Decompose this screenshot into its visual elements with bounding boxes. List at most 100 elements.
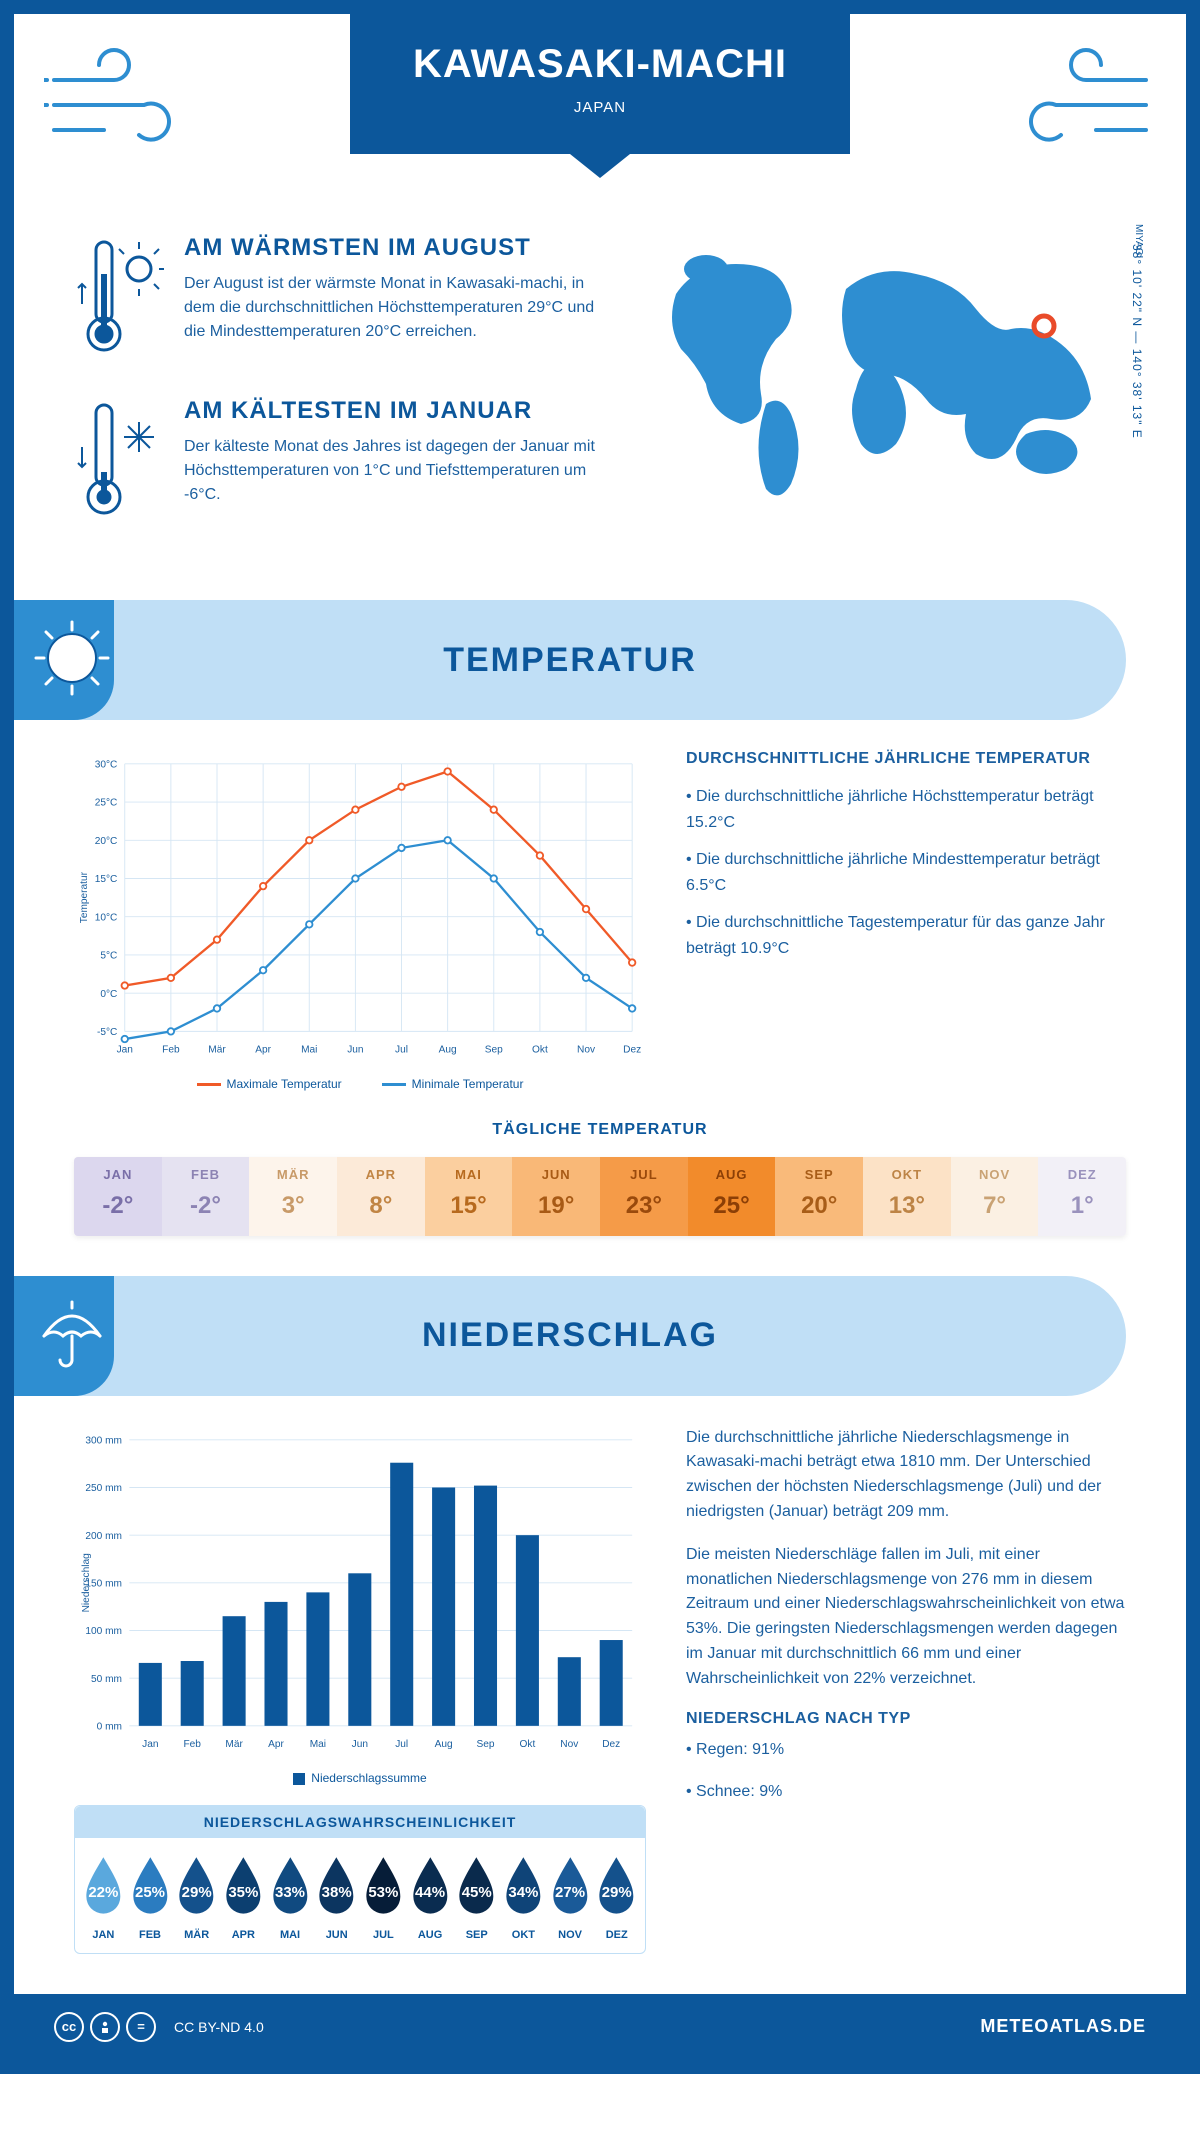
precip-legend: Niederschlagssumme (74, 1771, 646, 1785)
precip-prob-row: 22%JAN25%FEB29%MÄR35%APR33%MAI38%JUN53%J… (75, 1838, 645, 1953)
precip-left-column: 0 mm50 mm100 mm150 mm200 mm250 mm300 mmN… (74, 1426, 646, 1954)
daily-temp-cell: OKT13° (863, 1157, 951, 1236)
daily-temp-cell: APR8° (337, 1157, 425, 1236)
precip-probability-box: NIEDERSCHLAGSWAHRSCHEINLICHKEIT 22%JAN25… (74, 1805, 646, 1954)
daily-temp-title: TÄGLICHE TEMPERATUR (74, 1121, 1126, 1139)
daily-temp-cell: MAI15° (425, 1157, 513, 1236)
header: KAWASAKI-MACHI JAPAN (14, 14, 1186, 214)
temperature-bullet: • Die durchschnittliche jährliche Mindes… (686, 847, 1126, 898)
precip-type-bullet: • Regen: 91% (686, 1738, 1126, 1763)
coldest-block: AM KÄLTESTEN IM JANUAR Der kälteste Mona… (74, 397, 606, 532)
svg-text:Temperatur: Temperatur (79, 871, 90, 923)
coldest-text: Der kälteste Monat des Jahres ist dagege… (184, 435, 606, 507)
temperature-heading: TEMPERATUR (443, 641, 697, 680)
location-marker (1034, 316, 1054, 336)
cc-icon: cc (54, 2012, 84, 2042)
temperature-legend: Maximale Temperatur Minimale Temperatur (74, 1077, 646, 1091)
precip-para: Die durchschnittliche jährliche Niedersc… (686, 1426, 1126, 1525)
world-map (646, 234, 1126, 514)
temperature-bullet: • Die durchschnittliche jährliche Höchst… (686, 784, 1126, 835)
svg-text:Dez: Dez (602, 1739, 620, 1750)
warmest-text: Der August ist der wärmste Monat in Kawa… (184, 272, 606, 344)
svg-text:Feb: Feb (162, 1045, 180, 1056)
svg-text:Jun: Jun (352, 1739, 368, 1750)
precip-prob-drop: 33%MAI (268, 1850, 313, 1941)
precip-heading: NIEDERSCHLAG (422, 1316, 718, 1355)
page: KAWASAKI-MACHI JAPAN AM WÄRMSTEN IM AUGU… (0, 0, 1200, 2074)
precip-body: 0 mm50 mm100 mm150 mm200 mm250 mm300 mmN… (14, 1426, 1186, 1994)
daily-temp-cell: NOV7° (951, 1157, 1039, 1236)
svg-text:50 mm: 50 mm (91, 1674, 122, 1685)
umbrella-icon (32, 1294, 112, 1374)
legend-max: Maximale Temperatur (227, 1077, 342, 1091)
svg-text:100 mm: 100 mm (85, 1626, 122, 1637)
svg-text:30°C: 30°C (95, 760, 118, 771)
temperature-info: DURCHSCHNITTLICHE JÄHRLICHE TEMPERATUR •… (686, 750, 1126, 1091)
precip-prob-drop: 29%DEZ (594, 1850, 639, 1941)
precip-prob-drop: 38%JUN (314, 1850, 359, 1941)
svg-text:Mär: Mär (208, 1045, 226, 1056)
temperature-section-header: TEMPERATUR (14, 600, 1126, 720)
page-subtitle: JAPAN (350, 99, 850, 116)
daily-temp-cell: FEB-2° (162, 1157, 250, 1236)
svg-text:25°C: 25°C (95, 798, 118, 809)
svg-text:5°C: 5°C (100, 951, 117, 962)
by-icon (90, 2012, 120, 2042)
svg-text:Apr: Apr (255, 1045, 271, 1056)
temperature-bullet: • Die durchschnittliche Tagestemperatur … (686, 910, 1126, 961)
precip-section-header: NIEDERSCHLAG (14, 1276, 1126, 1396)
daily-temp-cell: JUN19° (512, 1157, 600, 1236)
svg-text:Niederschlag: Niederschlag (81, 1553, 92, 1612)
daily-temp-cell: DEZ1° (1038, 1157, 1126, 1236)
daily-temp-cell: MÄR3° (249, 1157, 337, 1236)
svg-text:Jun: Jun (347, 1045, 363, 1056)
warmest-title: AM WÄRMSTEN IM AUGUST (184, 234, 606, 262)
svg-text:300 mm: 300 mm (85, 1435, 122, 1446)
license-text: CC BY-ND 4.0 (174, 2019, 264, 2035)
svg-text:0°C: 0°C (100, 989, 117, 1000)
precip-right-column: Die durchschnittliche jährliche Niedersc… (686, 1426, 1126, 1954)
wind-icon (1016, 40, 1156, 160)
precip-legend-label: Niederschlagssumme (311, 1771, 426, 1785)
warmest-block: AM WÄRMSTEN IM AUGUST Der August ist der… (74, 234, 606, 369)
coordinates-label: 38° 10' 22" N — 140° 38' 13" E (1130, 244, 1144, 439)
precip-prob-drop: 25%FEB (128, 1850, 173, 1941)
precip-type-bullet: • Schnee: 9% (686, 1780, 1126, 1805)
svg-text:20°C: 20°C (95, 836, 118, 847)
site-name: METEOATLAS.DE (980, 2016, 1146, 2037)
precip-prob-drop: 53%JUL (361, 1850, 406, 1941)
daily-temp-cell: SEP20° (775, 1157, 863, 1236)
daily-temp-section: TÄGLICHE TEMPERATUR JAN-2°FEB-2°MÄR3°APR… (14, 1121, 1186, 1276)
map-column: MIYAGI 38° 10' 22" N — 140° 38' 13" E (646, 234, 1126, 560)
daily-temp-table: JAN-2°FEB-2°MÄR3°APR8°MAI15°JUN19°JUL23°… (74, 1157, 1126, 1236)
daily-temp-cell: AUG25° (688, 1157, 776, 1236)
legend-min: Minimale Temperatur (412, 1077, 524, 1091)
wind-icon (44, 40, 184, 160)
title-banner: KAWASAKI-MACHI JAPAN (350, 14, 850, 154)
svg-text:Mai: Mai (310, 1739, 326, 1750)
svg-text:Dez: Dez (623, 1045, 641, 1056)
svg-text:Jan: Jan (117, 1045, 133, 1056)
precip-prob-drop: 35%APR (221, 1850, 266, 1941)
svg-text:Jul: Jul (395, 1739, 408, 1750)
svg-text:Sep: Sep (477, 1739, 495, 1750)
svg-text:250 mm: 250 mm (85, 1483, 122, 1494)
svg-text:10°C: 10°C (95, 912, 118, 923)
svg-text:Aug: Aug (435, 1739, 453, 1750)
precip-prob-drop: 45%SEP (454, 1850, 499, 1941)
thermometer-hot-icon (74, 234, 164, 369)
svg-text:Okt: Okt (520, 1739, 536, 1750)
precip-prob-drop: 27%NOV (548, 1850, 593, 1941)
svg-text:Mär: Mär (225, 1739, 243, 1750)
precip-prob-drop: 22%JAN (81, 1850, 126, 1941)
svg-text:Sep: Sep (485, 1045, 503, 1056)
svg-text:Mai: Mai (301, 1045, 317, 1056)
precip-prob-drop: 44%AUG (408, 1850, 453, 1941)
sun-icon (32, 618, 112, 698)
svg-text:0 mm: 0 mm (97, 1721, 122, 1732)
precip-prob-drop: 34%OKT (501, 1850, 546, 1941)
svg-text:200 mm: 200 mm (85, 1531, 122, 1542)
precip-prob-title: NIEDERSCHLAGSWAHRSCHEINLICHKEIT (75, 1806, 645, 1838)
svg-text:Feb: Feb (183, 1739, 201, 1750)
precip-bar-chart: 0 mm50 mm100 mm150 mm200 mm250 mm300 mmN… (74, 1426, 646, 1758)
